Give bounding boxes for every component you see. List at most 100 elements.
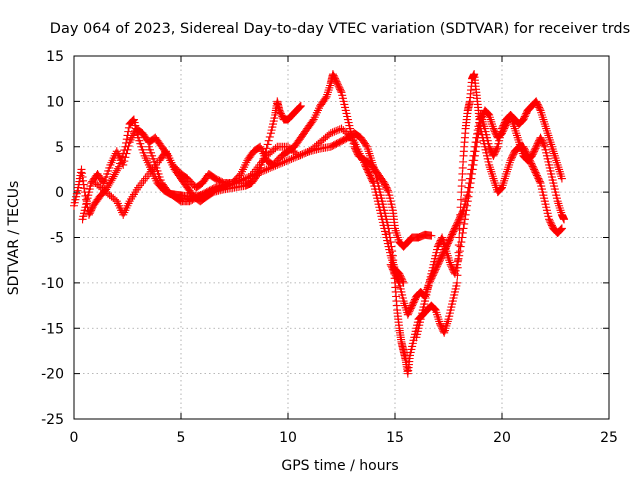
data-point-marker xyxy=(466,169,475,178)
data-point-marker xyxy=(332,126,341,135)
data-point-marker xyxy=(260,166,269,175)
y-tick-label: -5 xyxy=(50,231,64,247)
data-point-marker xyxy=(264,136,273,145)
data-point-marker xyxy=(285,155,294,164)
data-point-marker xyxy=(228,179,237,188)
data-point-marker xyxy=(473,126,482,135)
data-point-marker xyxy=(216,185,225,194)
series-sat-track-e xyxy=(78,124,408,287)
data-point-marker xyxy=(535,104,544,113)
data-point-marker xyxy=(262,165,271,174)
data-point-marker xyxy=(368,177,377,186)
data-point-marker xyxy=(557,224,566,233)
data-point-marker xyxy=(557,174,566,183)
y-tick-label: 15 xyxy=(46,49,64,65)
data-point-marker xyxy=(266,163,275,172)
data-point-marker xyxy=(287,154,296,163)
x-axis-label: GPS time / hours xyxy=(281,458,398,474)
data-point-marker xyxy=(321,94,330,103)
data-point-marker xyxy=(280,157,289,166)
data-point-marker xyxy=(275,160,284,169)
data-point-marker xyxy=(455,251,464,260)
data-point-marker xyxy=(458,228,467,237)
data-point-marker xyxy=(459,224,468,233)
data-point-marker xyxy=(296,101,305,110)
data-point-marker xyxy=(271,144,280,153)
y-tick-label: -20 xyxy=(41,367,64,383)
data-point-marker xyxy=(263,140,272,149)
y-tick-label: 10 xyxy=(46,94,64,110)
data-point-marker xyxy=(398,277,407,286)
data-point-marker xyxy=(225,181,234,190)
series-sat-track-f xyxy=(412,110,569,342)
data-point-marker xyxy=(209,188,218,197)
data-point-marker xyxy=(450,268,459,277)
data-point-marker xyxy=(119,160,128,169)
data-point-marker xyxy=(267,163,276,172)
data-point-marker xyxy=(467,165,476,174)
y-tick-label: 0 xyxy=(55,185,64,201)
data-point-marker xyxy=(221,182,230,191)
data-point-marker xyxy=(210,187,219,196)
data-point-marker xyxy=(557,225,566,234)
data-point-marker xyxy=(273,160,282,169)
data-point-marker xyxy=(124,123,133,132)
series-layer xyxy=(70,70,569,378)
data-point-marker xyxy=(298,150,307,159)
data-point-marker xyxy=(468,156,477,165)
data-point-marker xyxy=(300,149,309,158)
y-tick-label: -25 xyxy=(41,412,64,428)
data-point-marker xyxy=(301,148,310,157)
data-point-marker xyxy=(219,183,228,192)
x-ticks: 0 5 10 15 20 25 xyxy=(70,56,618,446)
data-point-marker xyxy=(472,133,481,142)
x-tick-label: 15 xyxy=(386,430,404,446)
data-point-marker xyxy=(471,138,480,147)
data-point-marker xyxy=(457,238,466,247)
data-point-marker xyxy=(295,103,304,112)
data-point-marker xyxy=(460,219,469,228)
data-point-marker xyxy=(399,278,408,287)
x-tick-label: 0 xyxy=(70,430,79,446)
data-point-marker xyxy=(493,144,502,153)
data-point-marker xyxy=(122,149,131,158)
data-point-marker xyxy=(212,186,221,195)
y-tick-label: -15 xyxy=(41,321,64,337)
y-axis-label: SDTVAR / TECUs xyxy=(6,181,22,296)
data-point-marker xyxy=(455,247,464,256)
data-point-marker xyxy=(276,159,285,168)
data-point-marker xyxy=(458,233,467,242)
data-point-marker xyxy=(271,161,280,170)
x-tick-label: 20 xyxy=(493,430,511,446)
data-point-marker xyxy=(427,231,436,240)
data-point-marker xyxy=(264,164,273,173)
data-point-marker xyxy=(465,179,474,188)
data-point-marker xyxy=(282,157,291,166)
data-point-marker xyxy=(463,188,472,197)
x-tick-label: 5 xyxy=(177,430,186,446)
data-point-marker xyxy=(473,129,482,138)
data-point-marker xyxy=(296,102,305,111)
data-point-marker xyxy=(470,142,479,151)
x-tick-label: 10 xyxy=(279,430,297,446)
data-point-marker xyxy=(535,177,544,186)
data-point-marker xyxy=(330,127,339,136)
data-point-marker xyxy=(468,160,477,169)
data-point-marker xyxy=(469,151,478,160)
data-point-marker xyxy=(113,164,122,173)
y-ticks: -25 -20 -15 -10 -5 0 5 10 15 xyxy=(41,49,609,428)
data-point-marker xyxy=(540,141,549,150)
data-point-marker xyxy=(265,132,274,141)
data-point-marker xyxy=(124,141,133,150)
data-point-marker xyxy=(383,186,392,195)
data-point-marker xyxy=(218,184,227,193)
data-point-marker xyxy=(556,225,565,234)
y-tick-label: -10 xyxy=(41,276,64,292)
data-point-marker xyxy=(124,127,133,136)
data-point-marker xyxy=(259,166,268,175)
data-point-marker xyxy=(453,278,462,287)
data-point-marker xyxy=(257,167,266,176)
data-point-marker xyxy=(362,141,371,150)
data-point-marker xyxy=(289,154,298,163)
data-point-marker xyxy=(464,183,473,192)
